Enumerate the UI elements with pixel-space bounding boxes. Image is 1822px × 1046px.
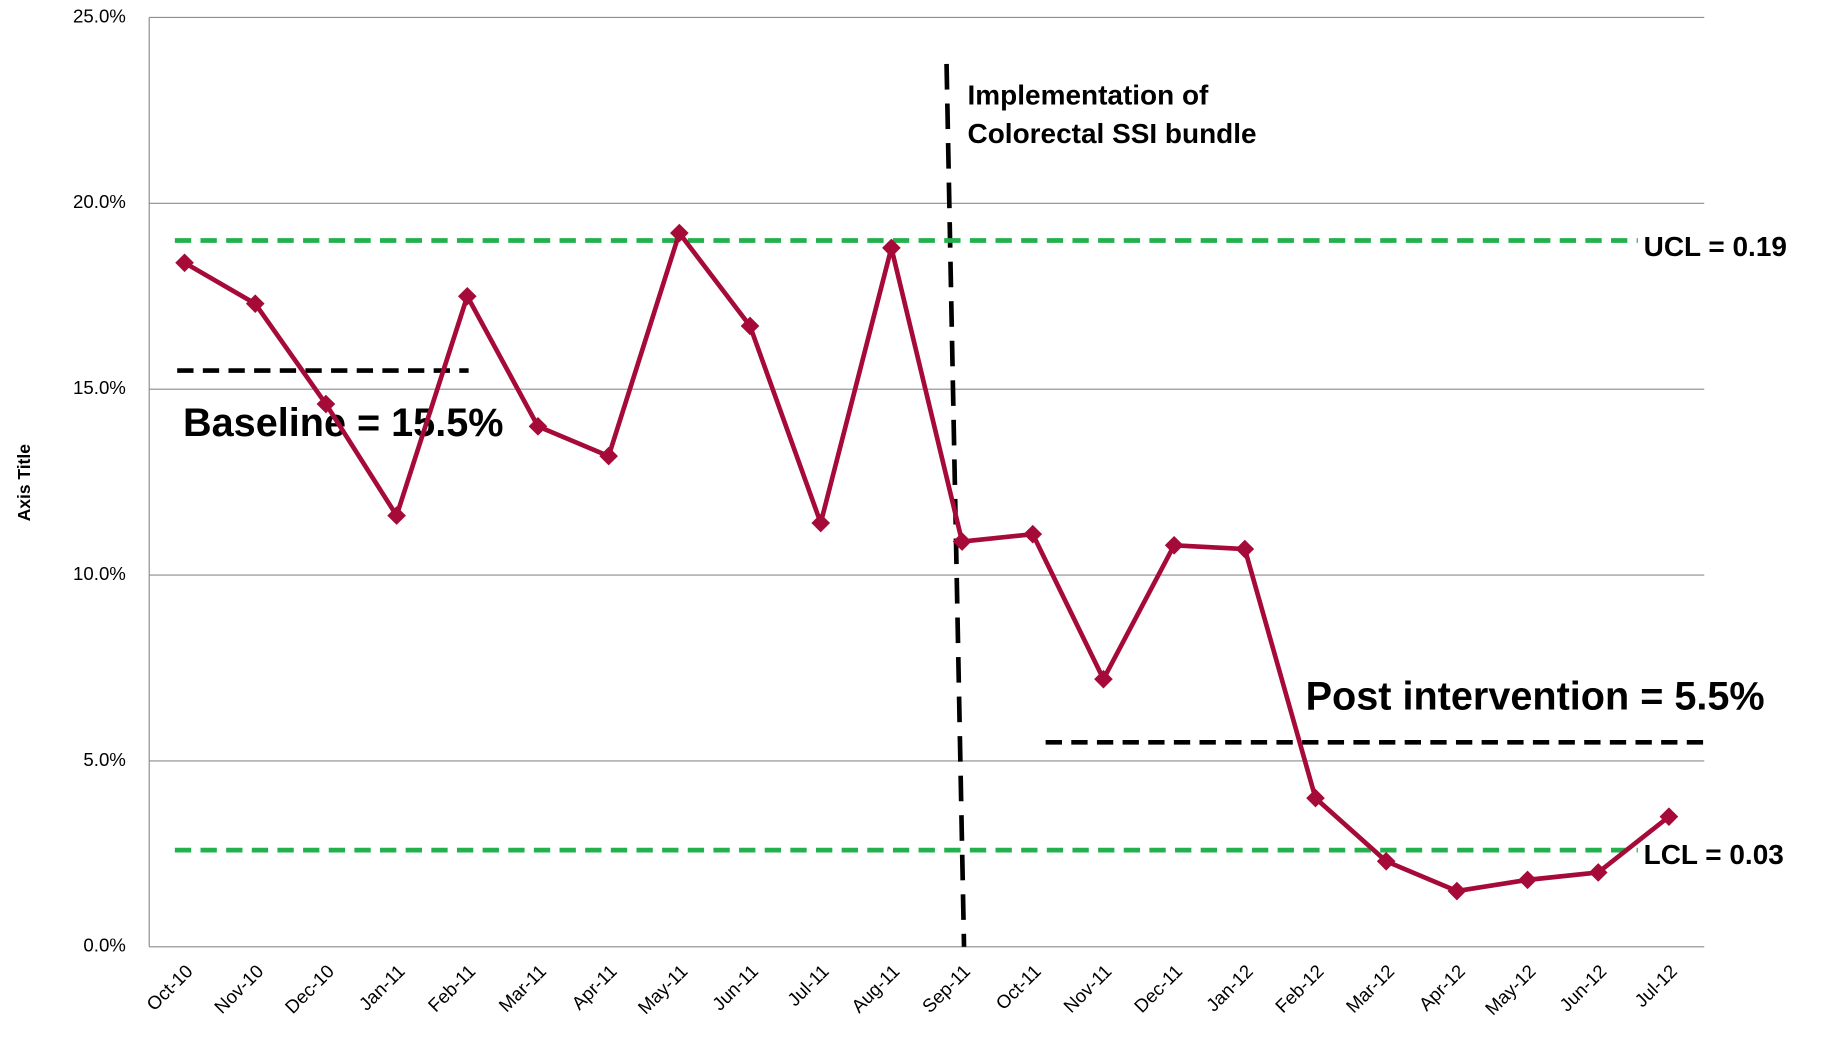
y-tick-label: 10.0% [73,563,126,584]
data-point [740,316,760,336]
y-tick-label: 15.0% [73,377,126,398]
x-tick-label: May-12 [1481,960,1540,1019]
data-point [175,253,194,273]
data-point [599,446,618,466]
x-tick-label: Sep-11 [918,960,974,1016]
x-tick-label: Nov-10 [210,960,267,1017]
data-point [670,223,689,243]
data-point [811,513,831,533]
control-line-label: LCL = 0.03 [1644,839,1784,870]
data-point [882,238,901,258]
data-point [1447,881,1467,901]
x-tick-label: May-11 [634,960,692,1018]
data-point [1306,788,1325,808]
mean-line-label: Baseline = 15.5% [183,401,503,445]
data-point [952,532,972,551]
x-tick-label: Nov-11 [1059,960,1115,1016]
data-point [1164,536,1184,555]
control-line-label: UCL = 0.19 [1644,231,1787,262]
y-tick-label: 20.0% [73,191,126,212]
intervention-label: Implementation of [968,80,1210,111]
data-point [1023,524,1043,544]
data-point [528,417,548,436]
x-tick-label: Oct-11 [991,960,1044,1013]
x-tick-label: Mar-11 [494,960,550,1016]
x-tick-label: Jan-11 [355,960,409,1014]
data-point [1235,539,1255,559]
data-point [1094,669,1113,689]
intervention-label: Colorectal SSI bundle [968,118,1257,149]
x-tick-label: Apr-11 [567,960,620,1013]
data-point [1518,870,1537,890]
y-tick-label: 25.0% [73,5,126,26]
x-tick-label: Jul-12 [1630,960,1681,1011]
data-line [183,230,1671,894]
x-tick-label: Dec-10 [281,960,338,1017]
mean-line-label: Post intervention = 5.5% [1306,675,1765,719]
x-tick-label: Oct-10 [142,960,196,1014]
x-tick-label: Feb-12 [1271,960,1328,1017]
x-tick-label: Jun-12 [1555,960,1610,1015]
x-tick-label: Jan-12 [1202,960,1257,1015]
x-tick-label: Jul-11 [783,960,833,1010]
data-point [457,286,477,306]
x-tick-label: Mar-12 [1342,960,1399,1017]
y-axis-title: Axis Title [14,444,34,521]
data-point [245,294,265,313]
y-tick-label: 5.0% [83,749,126,770]
data-point [387,506,406,525]
x-tick-label: Jun-11 [708,960,762,1014]
data-point [1588,863,1608,882]
x-tick-label: Feb-11 [424,960,480,1016]
y-tick-label: 0.0% [83,935,126,956]
data-point [1659,807,1679,826]
x-tick-label: Dec-11 [1130,960,1186,1016]
data-point [1376,851,1396,871]
x-tick-label: Aug-11 [847,960,903,1016]
x-tick-label: Apr-12 [1415,960,1469,1014]
